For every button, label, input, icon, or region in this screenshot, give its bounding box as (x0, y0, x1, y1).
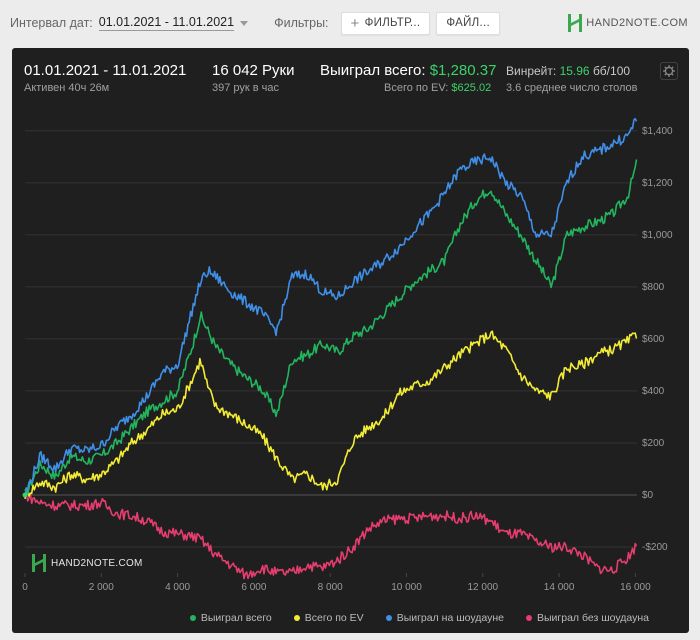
legend-dot (385, 615, 392, 621)
chart-legend: Выиграл всего Всего по EV Выиграл на шоу… (168, 612, 649, 624)
y-tick-label: $800 (642, 282, 665, 293)
y-tick-label: $200 (642, 438, 665, 449)
legend-label: Выиграл без шоудауна (537, 612, 649, 624)
x-tick-label: 6 000 (241, 582, 266, 593)
origin-point (22, 492, 28, 498)
hand2note-logo: HAND2NOTE.COM (568, 14, 688, 32)
profit-chart: -$200 $0 $200 $400 $600 $800 $1,000 $1,200 $1,40… (22, 117, 673, 593)
watermark-text: HAND2NOTE.COM (51, 557, 143, 569)
stats-header: 01.01.2021 - 11.01.2021 Активен 40ч 26м … (12, 48, 689, 102)
x-tick-label: 0 (22, 582, 28, 593)
won-total-value: $1,280.37 (429, 62, 497, 79)
filters-label: Фильтры: (274, 16, 329, 30)
chevron-down-icon[interactable] (240, 20, 249, 26)
x-tick-label: 14 000 (544, 582, 575, 593)
legend-dot (526, 615, 532, 621)
date-range-label: Интервал дат: (10, 16, 93, 30)
series-line-showdown (24, 117, 638, 497)
ev-label: Всего по EV: (384, 82, 449, 94)
winrate-label: Винрейт: (506, 64, 557, 78)
winrate-unit: бб/100 (592, 64, 631, 78)
logo-text: HAND2NOTE.COM (586, 17, 688, 29)
winrate: Винрейт: 15.96 бб/100 (506, 64, 630, 78)
y-tick-label: $1,400 (642, 126, 673, 137)
x-tick-label: 2 000 (89, 582, 114, 593)
date-range-selector[interactable]: 01.01.2021 - 11.01.2021 (98, 15, 235, 31)
legend-item-showdown[interactable]: Выиграл на шоудауне (385, 612, 504, 624)
legend-dot (293, 615, 300, 621)
hands-per-hour: 397 рук в час (212, 82, 280, 94)
winrate-value: 15.96 (559, 64, 590, 78)
top-bar: Интервал дат: 01.01.2021 - 11.01.2021 Фи… (0, 0, 700, 46)
filter-button-label: ФИЛЬТР... (364, 17, 421, 29)
ev-value: $625.02 (451, 82, 492, 94)
x-tick-label: 16 000 (620, 582, 651, 593)
h2n-logo-icon (568, 14, 583, 32)
avg-tables: 3.6 среднее число столов (506, 82, 638, 94)
legend-label: Выиграл на шоудауне (396, 612, 504, 624)
y-tick-label: $600 (642, 334, 665, 345)
y-tick-label: $1,200 (642, 178, 673, 189)
filter-button[interactable]: + ФИЛЬТР... (340, 11, 431, 35)
x-tick-label: 4 000 (165, 582, 190, 593)
x-tick-label: 10 000 (391, 582, 422, 593)
won-total-label: Выиграл всего: (320, 62, 426, 79)
series-line-no-showdown (25, 492, 638, 580)
file-button-label: ФАЙЛ... (446, 17, 491, 29)
legend-label: Выиграл всего (200, 612, 272, 624)
series-line-won (24, 159, 638, 495)
y-tick-label: $1,000 (642, 230, 673, 241)
ev-total: Всего по EV: $625.02 (384, 82, 491, 94)
hands-count: 16 042 Руки (212, 62, 295, 79)
legend-item-won[interactable]: Выиграл всего (189, 612, 272, 624)
legend-dot (189, 615, 196, 621)
series-line-ev (24, 330, 638, 500)
x-tick-label: 8 000 (318, 582, 343, 593)
legend-item-no-showdown[interactable]: Выиграл без шоудауна (526, 612, 649, 624)
active-time: Активен 40ч 26м (24, 82, 110, 94)
x-tick-label: 12 000 (468, 582, 499, 593)
won-total: Выиграл всего: $1,280.37 (320, 62, 496, 79)
y-tick-label: -$200 (642, 542, 668, 553)
gear-icon[interactable] (660, 62, 678, 80)
graph-panel: 01.01.2021 - 11.01.2021 Активен 40ч 26м … (12, 48, 689, 633)
y-tick-label: $400 (642, 386, 665, 397)
legend-item-ev[interactable]: Всего по EV (293, 612, 364, 624)
h2n-watermark-icon (32, 554, 46, 572)
period-text: 01.01.2021 - 11.01.2021 (24, 62, 187, 79)
file-button[interactable]: ФАЙЛ... (436, 11, 501, 35)
plus-icon: + (350, 14, 360, 32)
legend-label: Всего по EV (304, 612, 364, 624)
y-tick-label: $0 (642, 490, 654, 501)
chart-watermark: HAND2NOTE.COM (32, 554, 143, 572)
